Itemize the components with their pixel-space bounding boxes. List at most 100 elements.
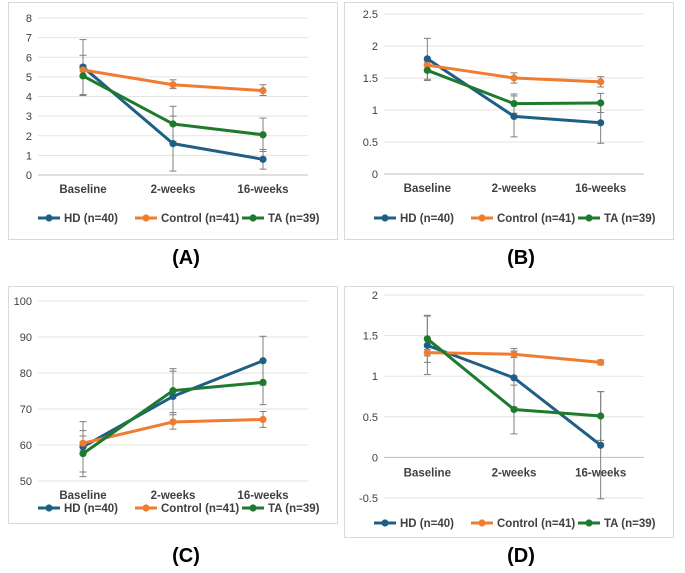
data-point-ta: [510, 100, 518, 108]
data-point-control: [169, 81, 177, 89]
legend-marker: [478, 214, 486, 222]
data-point-control: [510, 350, 518, 358]
x-category-label: 2-weeks: [492, 467, 537, 479]
legend-label: HD (n=40): [64, 503, 118, 515]
legend-marker: [381, 519, 389, 527]
y-tick-label: 2: [372, 41, 378, 53]
y-tick-label: 4: [26, 92, 32, 104]
y-tick-label: 50: [20, 476, 32, 488]
data-point-control: [423, 349, 431, 357]
legend-label: TA (n=39): [604, 518, 656, 530]
x-category-label: 16-weeks: [575, 183, 626, 195]
legend-marker: [249, 504, 257, 512]
x-category-label: Baseline: [59, 490, 106, 502]
y-tick-label: 8: [26, 13, 32, 25]
data-point-ta: [597, 99, 605, 107]
data-point-ta: [79, 450, 87, 458]
data-point-ta: [423, 66, 431, 74]
data-point-control: [597, 358, 605, 366]
data-point-ta: [169, 120, 177, 128]
x-category-label: 16-weeks: [237, 490, 288, 502]
chart-panel-c: 50 60 70 80 90 100 Baseline 2-weeks 16-weeks HD (…: [14, 296, 320, 515]
chart-panel-b: 0 0.5 1 1.5 2 2.5 Baseline 2-weeks 16-weeks HD (n…: [363, 9, 656, 225]
data-point-ta: [423, 335, 431, 343]
data-point-control: [169, 418, 177, 426]
legend-label: HD (n=40): [400, 518, 454, 530]
y-tick-label: 1.5: [363, 331, 378, 343]
legend-label: TA (n=39): [268, 503, 320, 515]
y-tick-label: 70: [20, 404, 32, 416]
y-tick-label: 0: [372, 452, 378, 464]
x-category-label: 2-weeks: [151, 184, 196, 196]
data-point-ta: [259, 131, 267, 139]
x-category-label: Baseline: [404, 183, 451, 195]
data-point-hd: [423, 341, 431, 349]
y-tick-label: 80: [20, 368, 32, 380]
y-tick-label: 0: [26, 170, 32, 182]
x-category-label: Baseline: [404, 467, 451, 479]
data-point-ta: [259, 378, 267, 386]
legend-marker: [478, 519, 486, 527]
data-point-hd: [510, 374, 518, 382]
legend-label: Control (n=41): [497, 213, 575, 225]
legend-label: TA (n=39): [604, 213, 656, 225]
panel-label-c: (C): [172, 545, 200, 567]
y-tick-label: 3: [26, 111, 32, 123]
x-category-label: 16-weeks: [237, 184, 288, 196]
y-tick-label: 2: [26, 131, 32, 143]
data-point-hd: [259, 155, 267, 163]
panel-label-a: (A): [172, 247, 200, 269]
data-point-ta: [510, 405, 518, 414]
data-point-hd: [259, 357, 267, 365]
legend-marker: [585, 519, 593, 527]
legend-label: Control (n=41): [161, 503, 239, 515]
data-point-hd: [597, 441, 605, 449]
legend-marker: [585, 214, 593, 222]
legend-label: TA (n=39): [268, 213, 320, 225]
legend-marker: [142, 504, 150, 512]
legend-label: Control (n=41): [161, 213, 239, 225]
data-point-control: [597, 78, 605, 86]
y-tick-label: 1.5: [363, 73, 378, 85]
data-point-control: [510, 74, 518, 82]
data-point-control: [79, 66, 87, 74]
legend-label: HD (n=40): [400, 213, 454, 225]
data-point-control: [423, 61, 431, 69]
y-tick-label: 2: [372, 290, 378, 302]
y-tick-label: 1: [26, 150, 32, 162]
y-tick-label: 100: [14, 296, 32, 308]
data-point-hd: [423, 55, 431, 63]
legend-marker: [142, 214, 150, 222]
y-tick-label: 7: [26, 33, 32, 45]
panel-b-frame: [344, 2, 674, 240]
data-point-ta: [79, 72, 87, 80]
y-tick-label: 1: [372, 371, 378, 383]
data-point-control: [259, 87, 267, 95]
data-point-hd: [597, 119, 605, 127]
legend-marker: [45, 504, 53, 512]
y-tick-label: 0: [372, 169, 378, 181]
data-point-hd: [169, 140, 177, 148]
chart-panel-a: 0 1 2 3 4 5 6 7 8 Baseline 2-weeks 16-weeks HD (n=40…: [26, 13, 320, 225]
data-point-control: [79, 439, 87, 447]
x-category-label: 2-weeks: [492, 183, 537, 195]
y-tick-label: 0.5: [363, 412, 378, 424]
legend-label: HD (n=40): [64, 213, 118, 225]
y-tick-label: 90: [20, 332, 32, 344]
legend-marker: [249, 214, 257, 222]
x-category-label: Baseline: [59, 184, 106, 196]
y-tick-label: -0.5: [359, 493, 378, 505]
data-point-hd: [510, 112, 518, 120]
panel-label-d: (D): [507, 545, 535, 567]
y-tick-label: 60: [20, 440, 32, 452]
y-tick-label: 1: [372, 105, 378, 117]
data-point-control: [259, 415, 267, 424]
y-tick-label: 6: [26, 52, 32, 64]
data-point-ta: [597, 412, 605, 420]
x-category-label: 2-weeks: [151, 490, 196, 502]
data-point-ta: [169, 387, 177, 395]
panel-d-frame: [344, 286, 674, 538]
y-tick-label: 2.5: [363, 9, 378, 21]
y-tick-label: 0.5: [363, 137, 378, 149]
